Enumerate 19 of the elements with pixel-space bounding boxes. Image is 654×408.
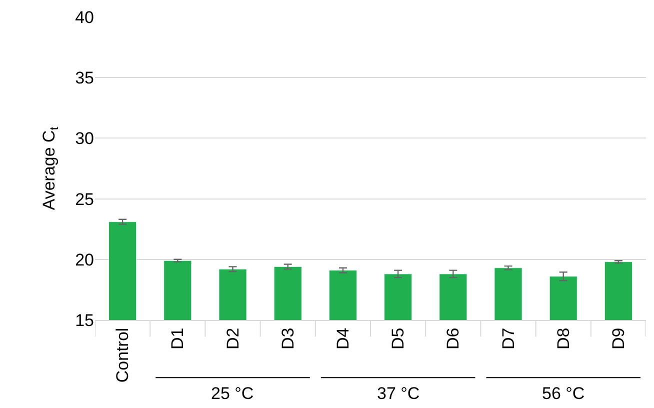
x-tick-label: D6	[444, 328, 463, 350]
y-tick-label: 15	[75, 310, 94, 330]
text: 56 °C	[542, 384, 585, 403]
y-tick-label: 25	[75, 190, 94, 209]
x-tick-label: D2	[223, 328, 242, 350]
x-tick-label: D8	[554, 328, 573, 350]
x-tick-label: D5	[388, 328, 408, 350]
y-tick-label: 35	[75, 68, 94, 88]
y-tick-label: 30	[75, 129, 94, 148]
x-tick-label: D7	[498, 328, 518, 350]
y-tick-label: 20	[75, 250, 94, 270]
x-tick-label: D3	[278, 328, 298, 350]
y-tick-label: 40	[75, 8, 94, 27]
x-tick-label: D4	[333, 328, 352, 350]
x-tick-label: D9	[608, 328, 628, 350]
x-tick-label: D1	[168, 328, 188, 350]
x-tick-label: Control	[113, 328, 132, 383]
text: 25 °C	[211, 384, 254, 403]
text: 37 °C	[377, 384, 420, 403]
